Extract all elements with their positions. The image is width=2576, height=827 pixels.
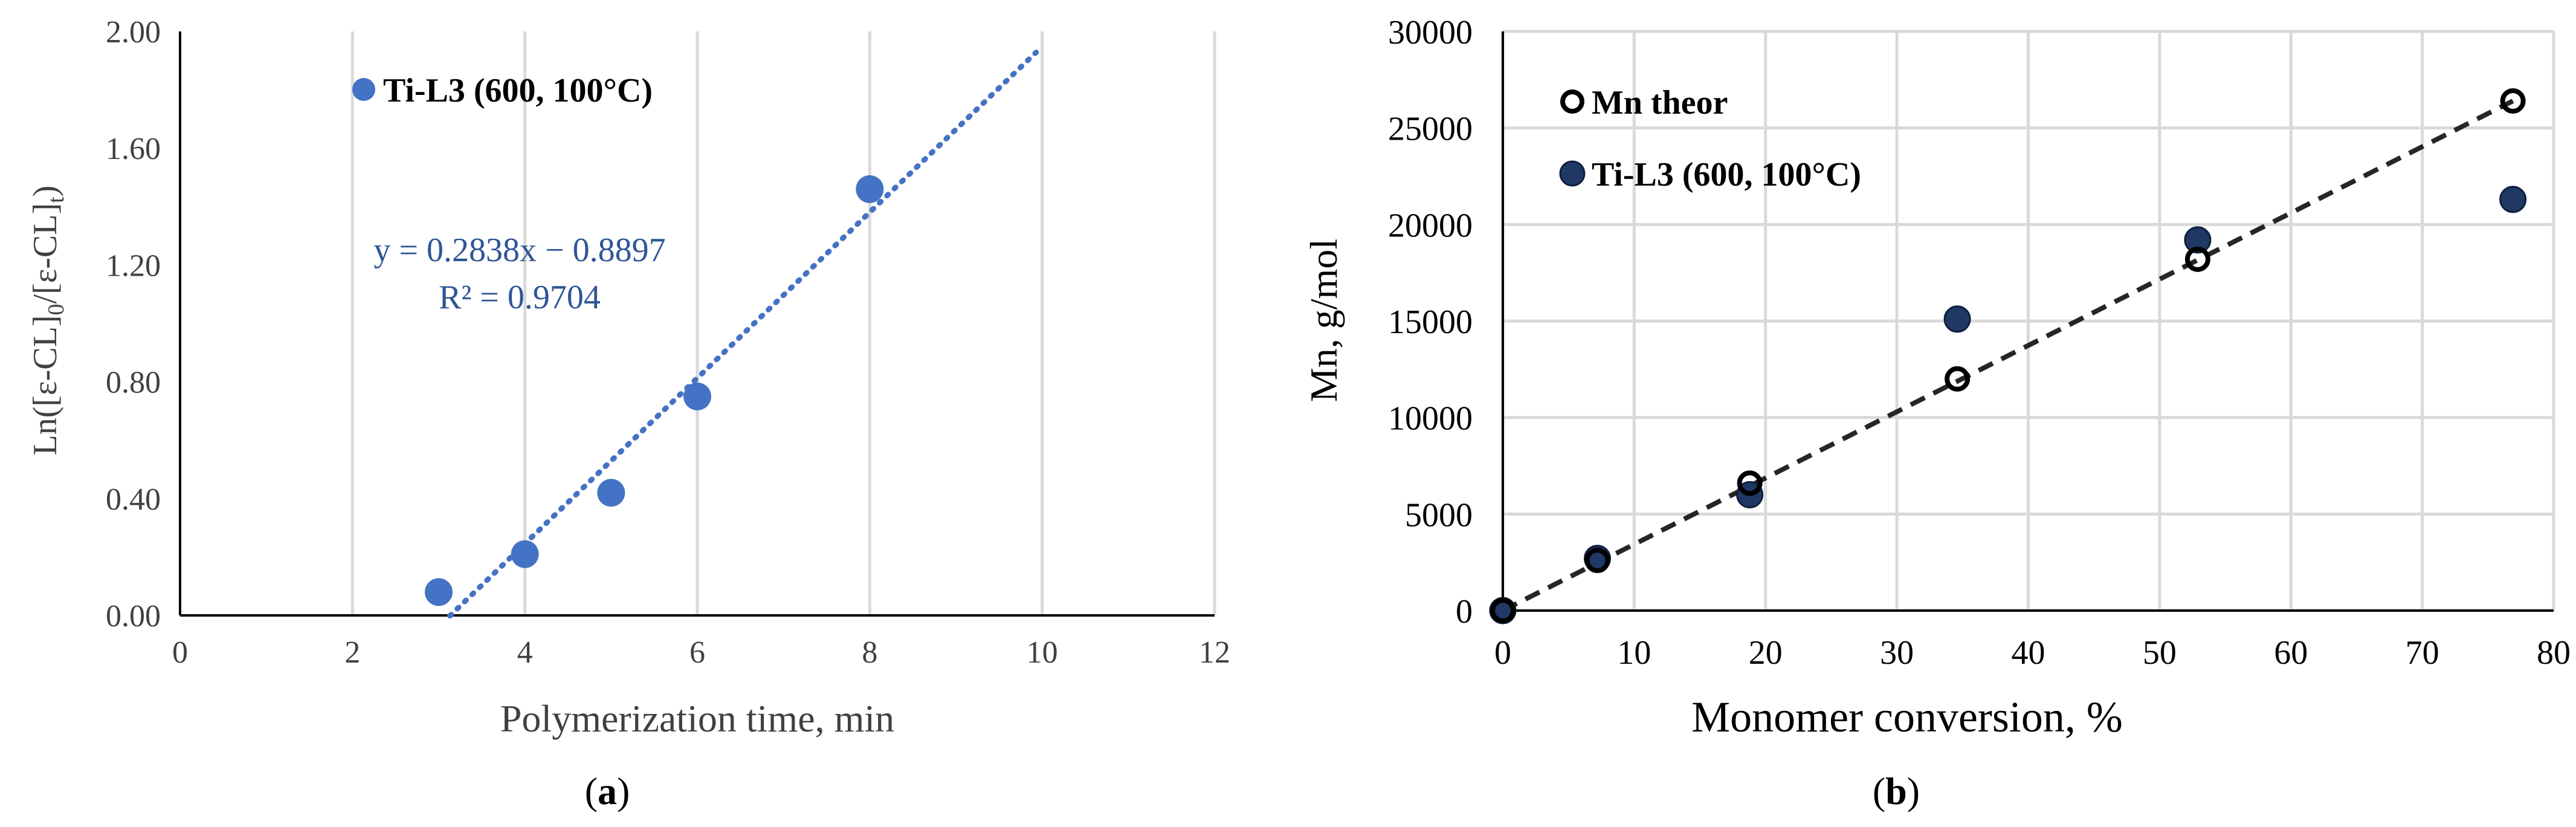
- chart-a-y-tick-label: 0.80: [106, 366, 161, 400]
- chart-b: 0 10 20 30 40 50 60 70 80 0 5000 10000 15000 20000 25…: [1302, 14, 2571, 812]
- chart-b-data-point-theor: [1490, 598, 1516, 623]
- chart-b-x-tick-label: 0: [1494, 634, 1511, 672]
- chart-b-trendline: [1502, 99, 2514, 613]
- chart-a-data-point: [511, 540, 539, 568]
- chart-b-x-tick-label: 20: [1749, 634, 1783, 672]
- chart-a-data-point: [597, 479, 625, 507]
- chart-a-gridlines: [350, 31, 1216, 615]
- chart-b-data-point-theor: [1737, 470, 1763, 496]
- chart-a-y-axis-label: Ln([ε-CL]0/[ε-CL]t): [27, 186, 69, 456]
- chart-b-x-tick-label: 30: [1880, 634, 1914, 672]
- chart-a-axes: [179, 31, 1215, 617]
- chart-a-trendline: [447, 50, 1039, 619]
- chart-b-y-tick-label: 25000: [1388, 111, 1473, 148]
- chart-a-x-tick-label: 12: [1199, 635, 1230, 670]
- chart-b-x-tick-label: 50: [2143, 634, 2177, 672]
- chart-a-data-point: [856, 175, 884, 203]
- chart-a-x-tick-labels: 0 2 4 6 8 10 12: [172, 635, 1230, 670]
- chart-a-trendline-line: [447, 50, 1039, 619]
- chart-a-y-tick-label: 0.40: [106, 482, 161, 517]
- chart-a-panel-label: (a): [585, 770, 630, 812]
- chart-a-y-tick-label: 1.60: [106, 132, 161, 166]
- chart-b-data-point-ti: [2499, 186, 2527, 213]
- chart-b-y-tick-label: 20000: [1388, 207, 1473, 244]
- chart-b-x-tick-labels: 0 10 20 30 40 50 60 70 80: [1494, 634, 2571, 672]
- chart-a-y-tick-labels: 0.00 0.40 0.80 1.20 1.60 2.00: [106, 15, 161, 634]
- chart-b-trendline-line: [1502, 99, 2514, 613]
- chart-a-x-tick-label: 10: [1027, 635, 1058, 670]
- chart-b-y-tick-label: 30000: [1388, 14, 1473, 51]
- chart-b-x-tick-label: 80: [2537, 634, 2571, 672]
- chart-a-x-tick-label: 2: [344, 635, 360, 670]
- chart-a-legend: Ti-L3 (600, 100°C): [352, 72, 653, 109]
- chart-a-trendline-equation: y = 0.2838x − 0.8897: [373, 232, 665, 269]
- chart-a-y-tick-label: 1.20: [106, 248, 161, 283]
- chart-b-x-axis-label: Monomer conversion, %: [1691, 693, 2123, 741]
- chart-b-y-tick-label: 15000: [1388, 303, 1473, 341]
- chart-b-data-point-theor: [2500, 88, 2526, 114]
- chart-a-x-tick-label: 8: [862, 635, 877, 670]
- chart-b-axes: [1502, 31, 2554, 612]
- chart-a: 0 2 4 6 8 10 12 0.00 0.40 0.80 1.20 1.60 2.00 y = 0…: [27, 15, 1230, 812]
- chart-b-data-point-theor: [1584, 547, 1610, 573]
- chart-b-data-point-theor: [2184, 246, 2210, 272]
- chart-a-legend-marker: [352, 78, 375, 101]
- chart-b-x-tick-label: 40: [2012, 634, 2045, 672]
- chart-a-legend-label: Ti-L3 (600, 100°C): [383, 72, 653, 109]
- chart-b-panel-label: (b): [1873, 770, 1920, 812]
- chart-b-y-tick-label: 0: [1456, 593, 1473, 631]
- chart-a-x-tick-label: 0: [172, 635, 188, 670]
- chart-a-trendline-r2: R² = 0.9704: [439, 279, 601, 316]
- chart-b-legend: Mn theor Ti-L3 (600, 100°C): [1559, 84, 1861, 193]
- chart-a-y-tick-label: 2.00: [106, 15, 161, 50]
- chart-a-data-point: [683, 382, 711, 410]
- chart-b-data-point-ti: [2184, 226, 2212, 254]
- chart-b-x-tick-label: 70: [2406, 634, 2439, 672]
- chart-b-legend-label-ti: Ti-L3 (600, 100°C): [1592, 156, 1861, 193]
- chart-b-y-axis-label: Mn, g/mol: [1302, 239, 1345, 402]
- chart-a-x-axis-label: Polymerization time, min: [500, 697, 894, 740]
- chart-b-legend-label-theor: Mn theor: [1592, 84, 1728, 122]
- chart-b-y-tick-label: 10000: [1388, 400, 1473, 438]
- chart-a-x-tick-label: 6: [689, 635, 705, 670]
- chart-b-legend-marker-theor: [1560, 89, 1584, 114]
- chart-a-y-tick-label: 0.00: [106, 599, 161, 634]
- chart-b-data-point-ti: [1943, 305, 1971, 333]
- chart-b-y-tick-label: 5000: [1405, 496, 1473, 534]
- chart-b-x-tick-label: 60: [2274, 634, 2308, 672]
- chart-a-x-tick-label: 4: [517, 635, 533, 670]
- chart-b-x-tick-label: 10: [1617, 634, 1651, 672]
- chart-b-legend-marker-ti: [1559, 160, 1586, 187]
- chart-a-data-point: [425, 578, 453, 606]
- chart-b-points: [1489, 88, 2527, 624]
- chart-a-points: [425, 175, 884, 606]
- chart-b-data-point-theor: [1945, 366, 1971, 392]
- chart-b-y-tick-labels: 0 5000 10000 15000 20000 25000 30000: [1388, 14, 1473, 631]
